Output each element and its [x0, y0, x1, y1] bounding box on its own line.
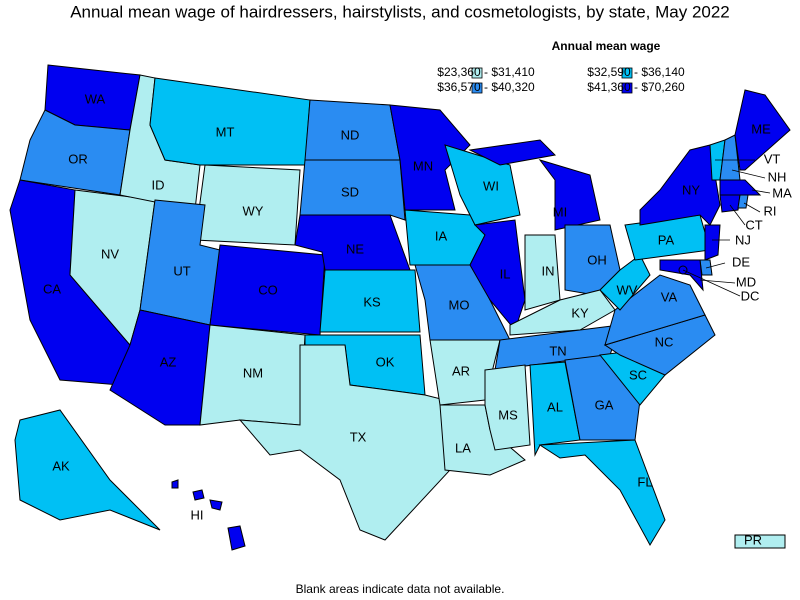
state-label: WY — [243, 203, 264, 218]
state-label: CT — [745, 217, 762, 232]
state-label: PR — [744, 532, 762, 547]
state-label: AL — [547, 399, 563, 414]
state-shape — [149, 77, 311, 166]
state-label: IN — [542, 263, 555, 278]
state-label: RI — [764, 203, 777, 218]
state-shape — [659, 259, 704, 292]
state-label: SC — [629, 367, 647, 382]
legend-swatch — [471, 82, 483, 94]
title: Annual mean wage of hairdressers, hairst… — [70, 2, 730, 21]
state-label: NY — [682, 182, 700, 197]
state-label: ND — [341, 127, 360, 142]
state-label: TX — [350, 429, 367, 444]
state-shape — [389, 104, 471, 211]
state-shape — [209, 499, 223, 511]
legend-swatch — [621, 82, 633, 94]
state-label: KS — [363, 294, 381, 309]
state-label: WV — [617, 282, 638, 297]
state-label: CA — [43, 281, 61, 296]
state-label: MO — [449, 297, 470, 312]
state-label: MN — [413, 158, 433, 173]
state-label: VA — [661, 289, 678, 304]
state-label: LA — [455, 440, 471, 455]
state-label: OR — [68, 151, 88, 166]
state-label: ID — [152, 177, 165, 192]
state-shape — [538, 439, 666, 547]
state-shape — [227, 525, 246, 551]
state-label: OH — [587, 252, 607, 267]
state-label: NV — [101, 246, 119, 261]
state-label: WI — [483, 178, 499, 193]
state-shape — [529, 361, 581, 457]
state-label: AR — [452, 363, 470, 378]
state-shape — [319, 269, 421, 333]
state-label: CO — [258, 282, 278, 297]
state-label: TN — [549, 343, 566, 358]
legend-label: $41,360 - $70,260 — [587, 80, 685, 94]
state-label: MT — [216, 124, 235, 139]
state-shape — [704, 224, 721, 261]
state-label: KY — [571, 305, 589, 320]
state-label: IL — [500, 266, 511, 281]
state-shape — [299, 159, 406, 221]
legend-title: Annual mean wage — [552, 39, 661, 53]
legend-swatch — [621, 67, 633, 79]
state-shape — [468, 139, 557, 166]
state-label: NM — [243, 365, 263, 380]
state-shape — [14, 409, 161, 531]
state-label: MI — [553, 204, 567, 219]
state-shape — [719, 179, 762, 196]
state-shape — [604, 274, 706, 346]
state-label: UT — [173, 263, 190, 278]
states — [9, 64, 791, 551]
state-label: GA — [595, 397, 614, 412]
state-label: DE — [732, 254, 750, 269]
state-label: DC — [741, 288, 760, 303]
state-shape — [192, 489, 205, 501]
state-label: WA — [85, 91, 106, 106]
state-label: OK — [376, 354, 395, 369]
leader-lines — [682, 159, 771, 297]
state-label: AK — [52, 458, 70, 473]
state-label: MS — [498, 407, 518, 422]
state-shape — [599, 254, 651, 311]
legend: $23,360 - $31,410 $32,590 - $36,140 $36,57… — [437, 65, 685, 94]
state-label: NE — [346, 241, 364, 256]
state-label: FL — [637, 474, 652, 489]
state-shape — [734, 89, 791, 171]
legend-swatch — [471, 67, 483, 79]
state-shape — [469, 219, 526, 332]
state-label: HI — [191, 507, 204, 522]
state-shape — [484, 364, 531, 451]
state-shape — [538, 159, 601, 231]
state-shape — [171, 479, 179, 489]
state-shape — [639, 144, 721, 226]
legend-label: $23,360 - $31,410 — [437, 65, 535, 79]
state-label: PA — [658, 232, 675, 247]
legend-label: $32,590 - $36,140 — [587, 65, 685, 79]
state-label: IA — [435, 228, 448, 243]
legend-label: $36,570 - $40,320 — [437, 80, 535, 94]
state-label: MD — [736, 274, 756, 289]
state-label: ME — [751, 121, 771, 136]
state-label: NJ — [735, 232, 751, 247]
state-label: VT — [764, 151, 781, 166]
state-shape — [238, 344, 451, 541]
state-shape — [699, 259, 713, 276]
state-shape — [737, 194, 749, 209]
state-label: NH — [768, 169, 787, 184]
state-shape — [734, 534, 786, 549]
state-label: NC — [655, 334, 674, 349]
state-label: SD — [341, 184, 359, 199]
state-label: AZ — [160, 354, 177, 369]
state-shape — [719, 194, 741, 213]
state-label: MA — [772, 185, 792, 200]
footnote: Blank areas indicate data not available. — [296, 582, 505, 596]
